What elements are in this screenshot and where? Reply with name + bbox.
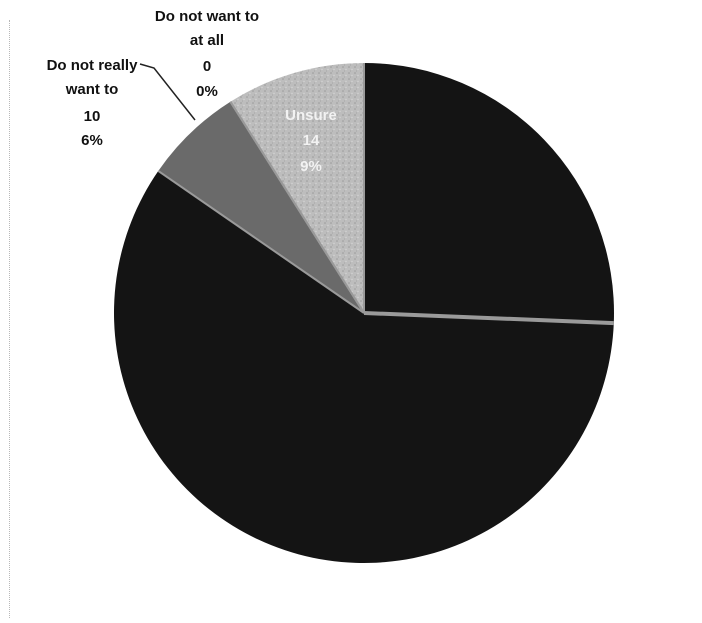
- label-do-not-want-at-all-line1: Do not want to: [155, 8, 259, 25]
- label-do-not-really-percent: 6%: [81, 132, 103, 149]
- label-do-not-really-want: Do not really want to 10 6%: [47, 57, 139, 149]
- pie-separators: [157, 63, 614, 326]
- leader-line-do-not-really: [139, 63, 196, 121]
- label-do-not-want-at-all-line2: at all: [190, 32, 224, 49]
- label-unsure-percent: 9%: [300, 158, 322, 175]
- pie-slice-1: [113, 170, 614, 563]
- label-do-not-really-value: 10: [84, 108, 101, 125]
- label-do-not-really-line1: Do not really: [47, 57, 139, 74]
- pie-slice-4: [230, 63, 364, 313]
- slice-separator-1: [363, 311, 614, 326]
- label-do-not-want-at-all-value: 0: [203, 58, 211, 75]
- pie-slice-0: [364, 63, 614, 324]
- label-do-not-want-at-all-percent: 0%: [196, 83, 218, 100]
- left-edge-rule: [9, 20, 10, 618]
- label-unsure-line1: Unsure: [285, 107, 337, 124]
- slice-separator-2: [157, 170, 365, 314]
- slice-separator-4: [229, 101, 365, 314]
- pie-slice-2: [158, 101, 364, 313]
- label-unsure: Unsure 14 9%: [285, 107, 337, 175]
- label-unsure-value: 14: [303, 132, 320, 149]
- label-do-not-really-line2: want to: [65, 81, 119, 98]
- label-do-not-want-at-all: Do not want to at all 0 0%: [155, 8, 259, 100]
- pie-slices: [113, 63, 614, 563]
